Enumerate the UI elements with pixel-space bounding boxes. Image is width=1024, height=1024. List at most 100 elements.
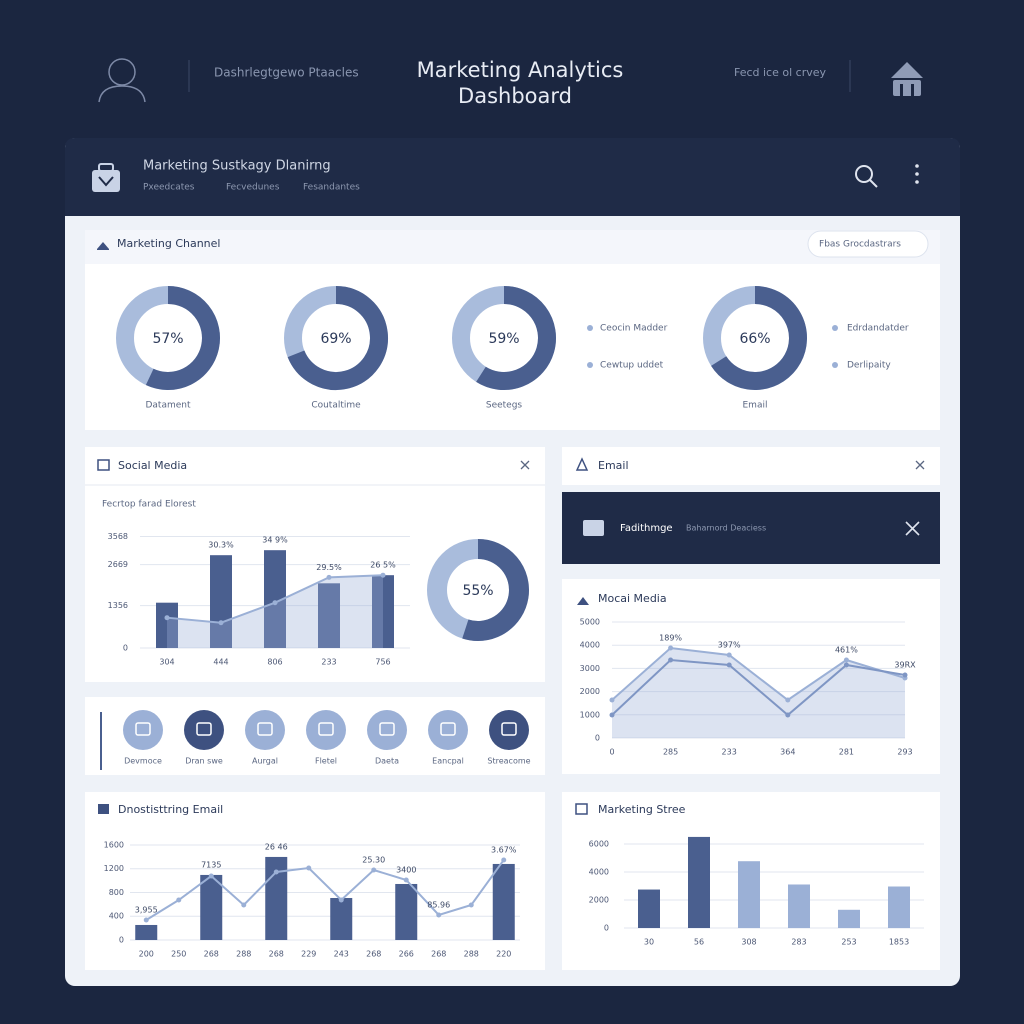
annotation: 34 9% [262,536,288,545]
banner-text: Baharnord Deaciess [686,524,766,533]
feature-glyph [257,722,273,736]
feature-icon[interactable] [428,710,468,750]
y-tick-label: 2000 [580,687,600,696]
legend-label: Ceocin Madder [600,324,668,334]
annotation: 26 46 [265,842,288,851]
x-tick-label: 233 [321,658,336,667]
chart-subtitle: Fecrtop farad Elorest [102,500,196,510]
y-tick-label: 1600 [104,840,124,849]
page-title: Dashboard [458,84,572,108]
right-label: Fecd ice ol crvey [734,66,827,79]
user-icon[interactable] [98,58,146,103]
x-tick-label: 56 [694,938,704,947]
close-icon[interactable] [915,460,925,470]
line-point [326,574,332,580]
filter-button[interactable] [807,230,929,258]
line-point [843,662,849,668]
donut-label: Seetegs [486,401,523,411]
line-point [272,600,278,606]
area [167,575,383,648]
search-icon[interactable] [855,165,878,188]
email-banner [562,492,940,564]
x-tick-label: 756 [375,658,390,667]
tab[interactable]: Fesandantes [303,183,360,193]
y-tick-label: 0 [604,924,609,933]
x-tick-label: 243 [334,950,349,959]
bar [200,874,223,940]
y-tick-label: 1356 [108,601,128,610]
x-tick-label: 281 [839,748,854,757]
legend-label: Edrdandatder [847,324,909,334]
y-tick-label: 0 [123,644,128,653]
line [611,646,906,702]
annotation: 30.3% [208,541,234,550]
annotation: 3,955 [135,905,158,914]
menu-icon[interactable] [915,164,919,184]
line-point [436,912,442,918]
donut-arc [462,539,529,641]
line-point [668,645,674,651]
line-point [208,873,214,879]
bar [264,550,286,648]
donut-arc [476,286,556,390]
feature-label: Streacome [487,757,530,766]
legend-dot [587,325,593,331]
annotation: 25.30 [362,856,385,865]
bar [688,836,710,928]
x-tick-label: 253 [841,938,856,947]
feature-glyph [501,722,517,736]
icon [98,804,109,814]
x-tick-label: 0 [609,748,614,757]
feature-icon[interactable] [123,710,163,750]
home-icon [97,242,109,250]
annotation: 397% [718,640,741,649]
y-tick-label: 2669 [108,560,128,569]
filter-button-label[interactable]: Fbas Grocdastrars [819,240,901,250]
bar [318,583,340,648]
line-point [501,857,507,863]
x-tick-label: 266 [399,950,414,959]
bar [372,575,394,648]
feature-icon[interactable] [489,710,529,750]
card-title: Marketing Stree [598,803,686,816]
feature-icon[interactable] [367,710,407,750]
close-icon[interactable] [520,460,530,470]
donut-arc [711,286,807,390]
feature-label: Aurgal [252,757,278,766]
x-tick-label: 288 [236,950,251,959]
bar [330,897,353,940]
y-tick-label: 5000 [580,618,600,627]
donut-arc [287,286,388,390]
card-header [65,138,960,216]
feature-icon[interactable] [306,710,346,750]
y-tick-label: 0 [119,936,124,945]
feature-label: Eancpal [432,757,464,766]
panel-title: Marketing Sustkagy Dlanirng [143,159,331,174]
distributing-card [85,792,545,970]
x-tick-label: 268 [366,950,381,959]
feature-glyph [440,722,456,736]
feature-label: Fletel [315,757,337,766]
close-icon[interactable] [905,521,920,536]
y-tick-label: 0 [595,734,600,743]
line-point [609,697,615,703]
channel-header [85,230,940,264]
annotation: 85.96 [427,900,450,909]
x-tick-label: 285 [663,748,678,757]
card-title: Mocai Media [598,592,667,605]
icon [575,803,588,815]
line-point [338,897,344,903]
home-icon[interactable] [891,62,923,96]
x-tick-label: 364 [780,748,795,757]
feature-icon[interactable] [184,710,224,750]
tab[interactable]: Pxeedcates [143,183,195,193]
icon [97,459,110,471]
feature-icon[interactable] [245,710,285,750]
y-tick-label: 4000 [589,868,609,877]
x-tick-label: 220 [496,950,511,959]
x-tick-label: 308 [741,938,756,947]
y-tick-label: 3000 [580,664,600,673]
x-tick-label: 200 [139,950,154,959]
tab[interactable]: Fecvedunes [226,183,280,193]
